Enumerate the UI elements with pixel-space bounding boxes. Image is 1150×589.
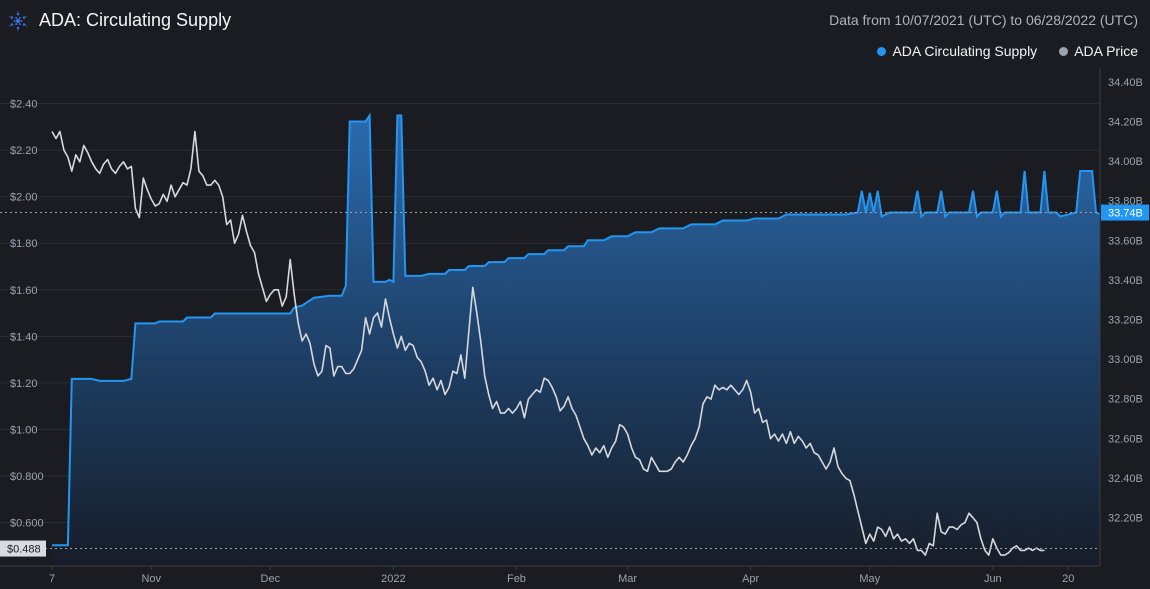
legend-label-price: ADA Price bbox=[1074, 43, 1138, 59]
y-right-tick-label: 33.60B bbox=[1108, 235, 1143, 247]
y-left-tick-label: $0.600 bbox=[10, 517, 44, 529]
legend-swatch-supply bbox=[877, 46, 887, 56]
price-current-badge bbox=[0, 540, 46, 557]
x-tick-label: Feb bbox=[507, 573, 526, 585]
supply-current-badge bbox=[1101, 204, 1149, 221]
y-left-tick-label: $1.80 bbox=[10, 238, 38, 250]
y-right-tick-label: 33.00B bbox=[1108, 354, 1143, 366]
cardano-logo-icon bbox=[9, 11, 27, 31]
x-tick-label: Jun bbox=[984, 573, 1002, 585]
y-left-tick-label: $1.00 bbox=[10, 424, 38, 436]
supply-line bbox=[52, 112, 1101, 547]
x-tick-label: Nov bbox=[141, 573, 161, 585]
legend-label-supply: ADA Circulating Supply bbox=[892, 43, 1038, 59]
legend-item-price[interactable]: ADA Price bbox=[1059, 43, 1138, 59]
x-tick-label: 7 bbox=[49, 573, 55, 585]
price-line bbox=[51, 130, 1045, 556]
y-right-tick-label: 32.20B bbox=[1108, 512, 1143, 524]
y-right-tick-label: 32.80B bbox=[1108, 394, 1143, 406]
y-left-tick-label: $2.00 bbox=[10, 192, 38, 204]
y-left-tick-label: $1.20 bbox=[10, 378, 38, 390]
x-tick-label: 2022 bbox=[381, 573, 405, 585]
x-tick-label: May bbox=[859, 573, 880, 585]
chart-header: ADA: Circulating Supply Data from 10/07/… bbox=[0, 0, 1150, 40]
y-right-tick-label: 33.20B bbox=[1108, 314, 1143, 326]
y-right-tick-label: 34.20B bbox=[1108, 116, 1143, 128]
legend-item-supply[interactable]: ADA Circulating Supply bbox=[877, 43, 1037, 59]
axis-layer: $0.600 $0.800 $1.00 $1.20 $1.40 $1.60 $1.80 $2.… bbox=[0, 68, 1149, 585]
supply-area bbox=[52, 115, 1100, 566]
x-tick-label: Apr bbox=[742, 573, 759, 585]
x-tick-label: Dec bbox=[261, 573, 281, 585]
y-right-tick-label: 33.40B bbox=[1108, 275, 1143, 287]
legend-swatch-price bbox=[1059, 46, 1069, 56]
chart-title: ADA: Circulating Supply bbox=[39, 10, 232, 30]
y-left-tick-label: $2.20 bbox=[10, 145, 38, 157]
y-left-tick-label: $1.40 bbox=[10, 331, 38, 343]
x-tick-label: 20 bbox=[1062, 573, 1074, 585]
y-right-tick-label: 32.40B bbox=[1108, 473, 1143, 485]
y-left-tick-label: $1.60 bbox=[10, 285, 38, 297]
chart-legend: ADA Circulating Supply ADA Price bbox=[877, 42, 1138, 60]
date-range-label: Data from 10/07/2021 (UTC) to 06/28/2022… bbox=[829, 12, 1138, 28]
x-tick-label: Mar bbox=[618, 573, 637, 585]
y-right-tick-label: 32.60B bbox=[1108, 433, 1143, 445]
y-right-tick-label: 34.40B bbox=[1108, 77, 1143, 89]
price-current-label: $0.488 bbox=[7, 544, 41, 556]
y-left-tick-label: $0.800 bbox=[10, 471, 44, 483]
y-left-tick-label: $2.40 bbox=[10, 99, 38, 111]
y-right-tick-label: 34.00B bbox=[1108, 156, 1143, 168]
series-layer bbox=[0, 112, 1101, 566]
supply-current-label: 33.74B bbox=[1108, 208, 1143, 220]
